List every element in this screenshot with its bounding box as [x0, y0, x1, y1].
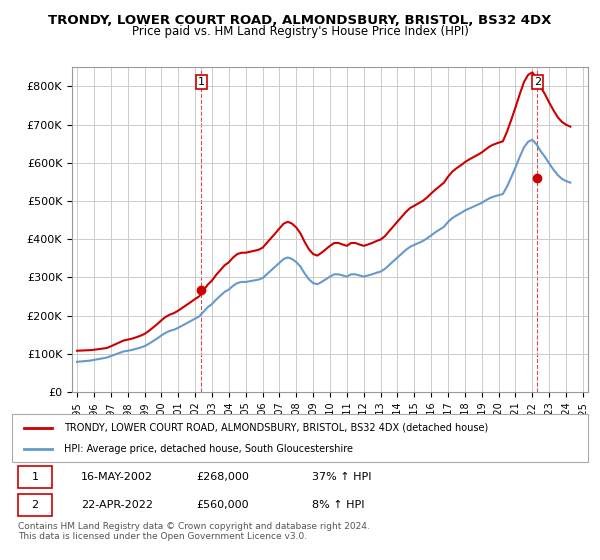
Text: 16-MAY-2002: 16-MAY-2002	[81, 472, 153, 482]
Text: 8% ↑ HPI: 8% ↑ HPI	[311, 500, 364, 510]
Text: £268,000: £268,000	[196, 472, 249, 482]
Text: Contains HM Land Registry data © Crown copyright and database right 2024.
This d: Contains HM Land Registry data © Crown c…	[18, 522, 370, 542]
Text: 1: 1	[198, 77, 205, 87]
FancyBboxPatch shape	[12, 414, 588, 462]
Text: HPI: Average price, detached house, South Gloucestershire: HPI: Average price, detached house, Sout…	[64, 444, 353, 454]
Text: 37% ↑ HPI: 37% ↑ HPI	[311, 472, 371, 482]
Text: £560,000: £560,000	[196, 500, 249, 510]
Text: 2: 2	[31, 500, 38, 510]
Text: TRONDY, LOWER COURT ROAD, ALMONDSBURY, BRISTOL, BS32 4DX (detached house): TRONDY, LOWER COURT ROAD, ALMONDSBURY, B…	[64, 423, 488, 433]
Text: TRONDY, LOWER COURT ROAD, ALMONDSBURY, BRISTOL, BS32 4DX: TRONDY, LOWER COURT ROAD, ALMONDSBURY, B…	[49, 14, 551, 27]
FancyBboxPatch shape	[18, 466, 52, 488]
Text: 2: 2	[534, 77, 541, 87]
Text: 22-APR-2022: 22-APR-2022	[81, 500, 153, 510]
Text: 1: 1	[32, 472, 38, 482]
FancyBboxPatch shape	[18, 494, 52, 516]
Text: Price paid vs. HM Land Registry's House Price Index (HPI): Price paid vs. HM Land Registry's House …	[131, 25, 469, 38]
